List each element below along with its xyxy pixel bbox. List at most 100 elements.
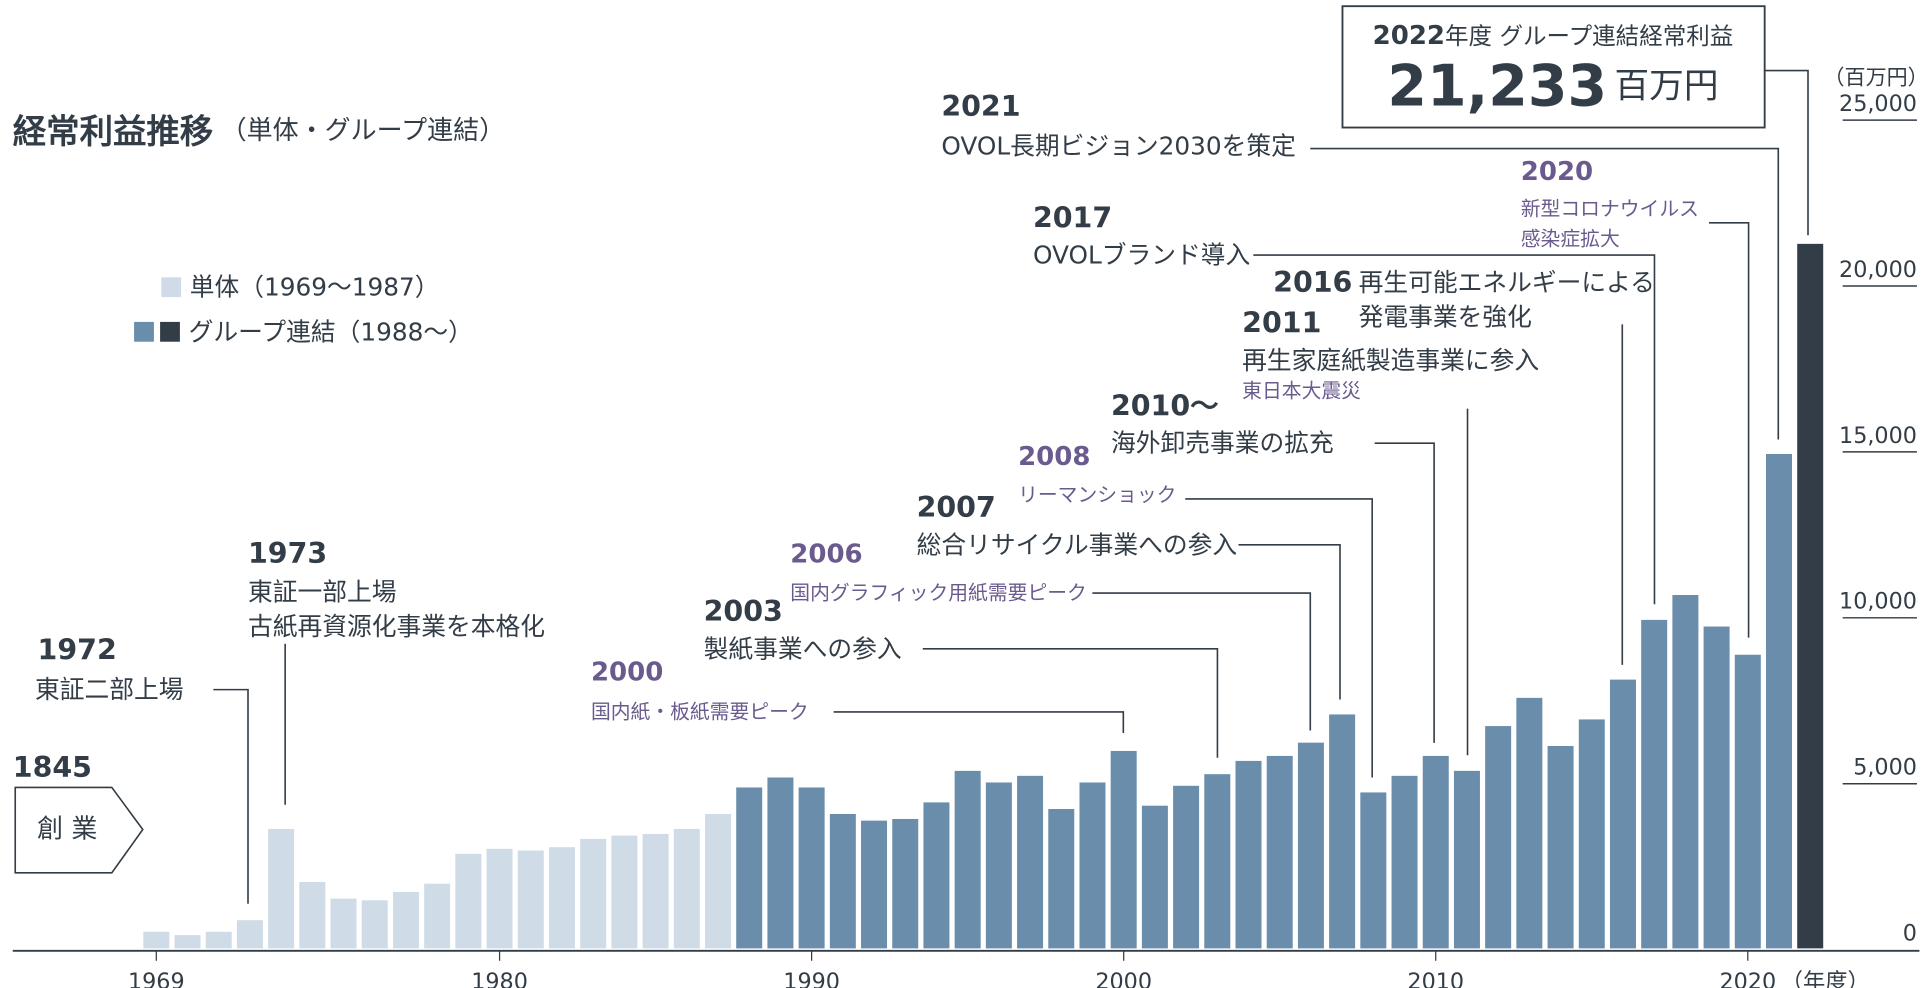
leader-line: [1238, 543, 1341, 700]
annotation-text: 海外卸売事業の拡充: [1111, 429, 1334, 458]
annotation-text: リーマンショック: [1018, 484, 1176, 507]
bar: [829, 813, 856, 949]
callout-number: 21,233: [1387, 54, 1607, 120]
founding-year: 1845: [13, 751, 92, 784]
annotation-year: 2003: [704, 595, 783, 628]
annotation-text: 総合リサイクル事業への参入: [917, 530, 1238, 559]
annotation-text: 古紙再資源化事業を本格化: [248, 612, 545, 641]
founding-arrow: [14, 786, 144, 874]
leader-line: [1092, 592, 1312, 731]
bar: [1672, 595, 1699, 949]
bar: [392, 891, 419, 949]
bar: [1266, 755, 1293, 949]
annotation-text: OVOL長期ビジョン2030を策定: [941, 132, 1296, 161]
bar: [1235, 760, 1262, 949]
bar: [1017, 775, 1044, 949]
callout-unit: 百万円: [1615, 67, 1719, 107]
x-tick-label: 1969: [128, 969, 185, 988]
annotation-text: 国内グラフィック用紙需要ピーク: [790, 582, 1087, 605]
leader-line: [833, 711, 1125, 733]
annotation-text: OVOLブランド導入: [1033, 241, 1250, 270]
x-tick-label: 1990: [783, 969, 840, 988]
bar: [705, 813, 732, 949]
bar: [611, 835, 638, 949]
bar: [1110, 750, 1137, 949]
y-unit: （百万円）: [1824, 64, 1926, 89]
bar: [1609, 679, 1636, 949]
annotation-year: 2007: [917, 491, 996, 524]
bar: [1516, 697, 1543, 949]
leader-line: [213, 688, 249, 904]
bar: [299, 882, 326, 949]
leader-line: [922, 647, 1219, 758]
bar: [1485, 726, 1512, 949]
bar: [1048, 809, 1075, 949]
bar: [361, 900, 388, 949]
annotation-year: 2006: [790, 540, 862, 570]
annotation-year: 2000: [591, 657, 663, 687]
bar: [892, 818, 919, 949]
annotation-text: 感染症拡大: [1521, 227, 1620, 250]
annotation-text: 再生可能エネルギーによる: [1359, 268, 1655, 297]
bar: [268, 828, 295, 949]
leader-line: [1253, 254, 1656, 605]
y-tick-label: 20,000: [1839, 257, 1917, 283]
bar: [486, 848, 513, 949]
annotation-year: 2010～: [1111, 390, 1219, 423]
bar: [985, 782, 1012, 949]
leader-line: [1310, 147, 1780, 440]
bar: [642, 833, 669, 949]
annotation-year: 1972: [38, 634, 117, 667]
bar: [1079, 782, 1106, 949]
bar: [1204, 774, 1231, 949]
title: 経常利益推移: [13, 112, 213, 151]
bar: [1734, 654, 1761, 949]
chart-title: 経常利益推移 （単体・グループ連結）: [13, 112, 505, 151]
x-tick-label: 1980: [471, 969, 528, 988]
bar: [174, 935, 201, 949]
bar: [673, 828, 700, 949]
bar: [1641, 619, 1668, 949]
annotation-text: 国内紙・板紙需要ピーク: [591, 700, 809, 723]
x-tick-label: 2010: [1407, 969, 1464, 988]
bar: [767, 777, 794, 949]
bar: [143, 931, 170, 949]
bar: [1578, 719, 1605, 949]
annotation-year: 2017: [1033, 201, 1112, 234]
leader-line: [1764, 69, 1809, 236]
legend-swatch: [161, 277, 182, 298]
legend-label: グループ連結（1988～）: [189, 317, 473, 346]
y-tick-label: 10,000: [1839, 589, 1917, 615]
bar: [1173, 785, 1200, 949]
annotation-text: 東証二部上場: [35, 675, 184, 704]
leader-line: [1185, 498, 1373, 778]
annotation-text: 東証一部上場: [248, 577, 397, 606]
bar: [861, 820, 888, 949]
bar: [330, 898, 357, 949]
annotation-year: 2021: [941, 90, 1020, 123]
bar: [236, 920, 263, 949]
bar: [1297, 742, 1324, 949]
y-tick-label: 15,000: [1839, 423, 1917, 449]
annotation-text: 発電事業を強化: [1359, 302, 1532, 331]
x-tick-label: 2000: [1095, 969, 1152, 988]
callout-box: [1341, 5, 1766, 129]
y-tick-label: 0: [1903, 921, 1917, 947]
leader-line: [1374, 442, 1435, 743]
bar: [1329, 714, 1356, 949]
bar: [1766, 453, 1793, 949]
x-unit: （年度）: [1781, 969, 1870, 988]
bar: [1391, 775, 1418, 949]
callout-year: 2022: [1373, 21, 1445, 51]
subtitle: （単体・グループ連結）: [221, 116, 505, 146]
annotation-text: 製紙事業への参入: [704, 634, 902, 663]
legend-swatch: [160, 321, 180, 342]
callout-value: 21,233 百万円: [1387, 54, 1718, 120]
y-tick-label: 5,000: [1853, 755, 1917, 781]
bar: [1141, 805, 1168, 949]
bar: [517, 850, 544, 949]
annotation-year: 1973: [248, 537, 327, 570]
annotation-year: 2011: [1242, 307, 1321, 340]
annotation-year: 2008: [1018, 442, 1090, 472]
